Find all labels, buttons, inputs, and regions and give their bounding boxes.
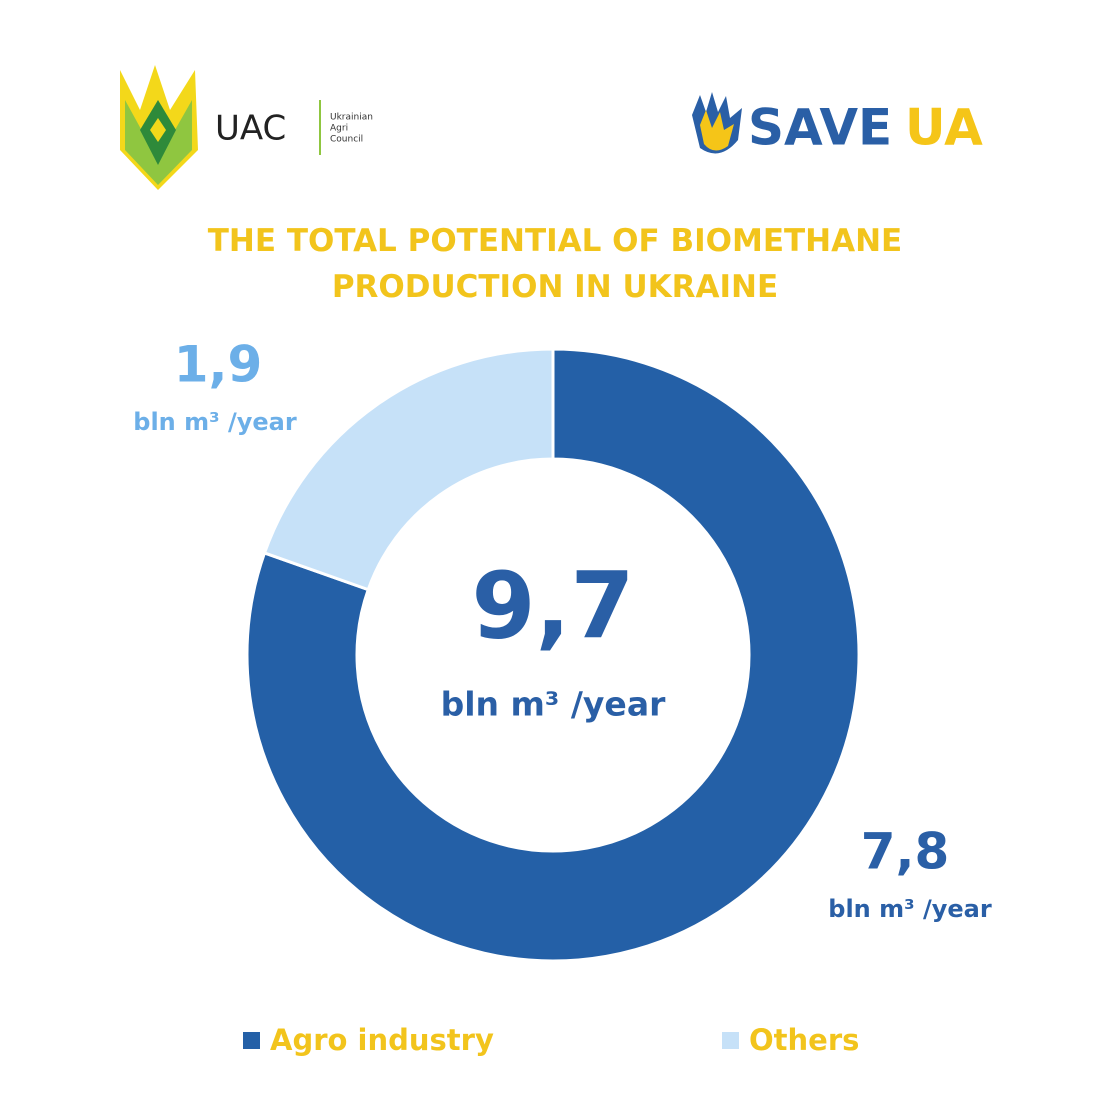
legend-swatch	[243, 1032, 260, 1049]
donut-slice	[262, 347, 555, 592]
value-unit: bln m³ /year	[133, 408, 297, 436]
legend-label: Agro industry	[270, 1023, 494, 1057]
uac-subtitle: Council	[330, 135, 363, 145]
legend-swatch	[722, 1032, 739, 1049]
chart-title: THE TOTAL POTENTIAL OF BIOMETHANE PRODUC…	[207, 223, 903, 305]
value-label: 1,9	[174, 336, 263, 394]
uac-name: UAC	[215, 109, 286, 149]
legend-label: Others	[749, 1023, 859, 1057]
uac-subtitle: Ukrainian	[330, 113, 373, 123]
total-unit: bln m³ /year	[441, 685, 666, 724]
value-label: 7,8	[861, 823, 950, 881]
uac-logo: UAC Ukrainian Agri Council	[120, 65, 373, 190]
value-unit: bln m³ /year	[828, 895, 992, 923]
saveua-save: SAVE	[748, 99, 892, 157]
donut-slice	[245, 347, 861, 963]
saveua-ua: UA	[905, 99, 983, 157]
total-label: 9,7	[472, 552, 635, 659]
uac-subtitle: Agri	[330, 124, 348, 134]
saveua-logo: SAVE UA	[692, 92, 983, 157]
